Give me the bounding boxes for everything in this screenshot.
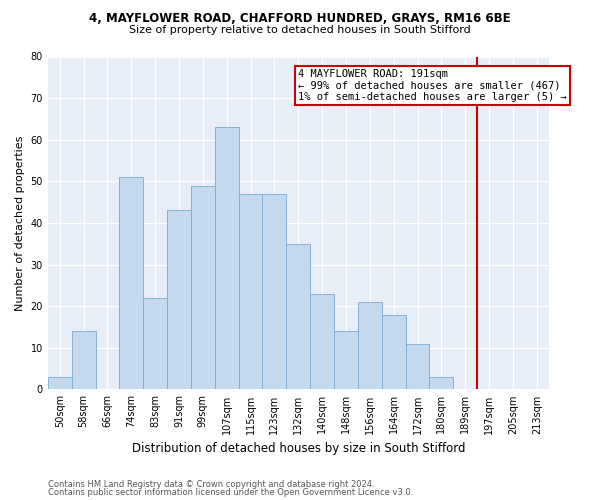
Bar <box>215 127 239 390</box>
X-axis label: Distribution of detached houses by size in South Stifford: Distribution of detached houses by size … <box>131 442 465 455</box>
Bar <box>71 331 95 390</box>
Y-axis label: Number of detached properties: Number of detached properties <box>15 136 25 310</box>
Bar <box>430 377 454 390</box>
Bar <box>262 194 286 390</box>
Bar <box>358 302 382 390</box>
Bar <box>334 331 358 390</box>
Text: Contains HM Land Registry data © Crown copyright and database right 2024.: Contains HM Land Registry data © Crown c… <box>48 480 374 489</box>
Text: 4, MAYFLOWER ROAD, CHAFFORD HUNDRED, GRAYS, RM16 6BE: 4, MAYFLOWER ROAD, CHAFFORD HUNDRED, GRA… <box>89 12 511 26</box>
Bar <box>406 344 430 390</box>
Text: 4 MAYFLOWER ROAD: 191sqm
← 99% of detached houses are smaller (467)
1% of semi-d: 4 MAYFLOWER ROAD: 191sqm ← 99% of detach… <box>298 69 567 102</box>
Bar <box>119 177 143 390</box>
Bar <box>143 298 167 390</box>
Text: Contains public sector information licensed under the Open Government Licence v3: Contains public sector information licen… <box>48 488 413 497</box>
Bar <box>310 294 334 390</box>
Text: Size of property relative to detached houses in South Stifford: Size of property relative to detached ho… <box>129 25 471 35</box>
Bar <box>382 314 406 390</box>
Bar <box>239 194 262 390</box>
Bar <box>167 210 191 390</box>
Bar <box>286 244 310 390</box>
Bar <box>48 377 71 390</box>
Bar <box>191 186 215 390</box>
